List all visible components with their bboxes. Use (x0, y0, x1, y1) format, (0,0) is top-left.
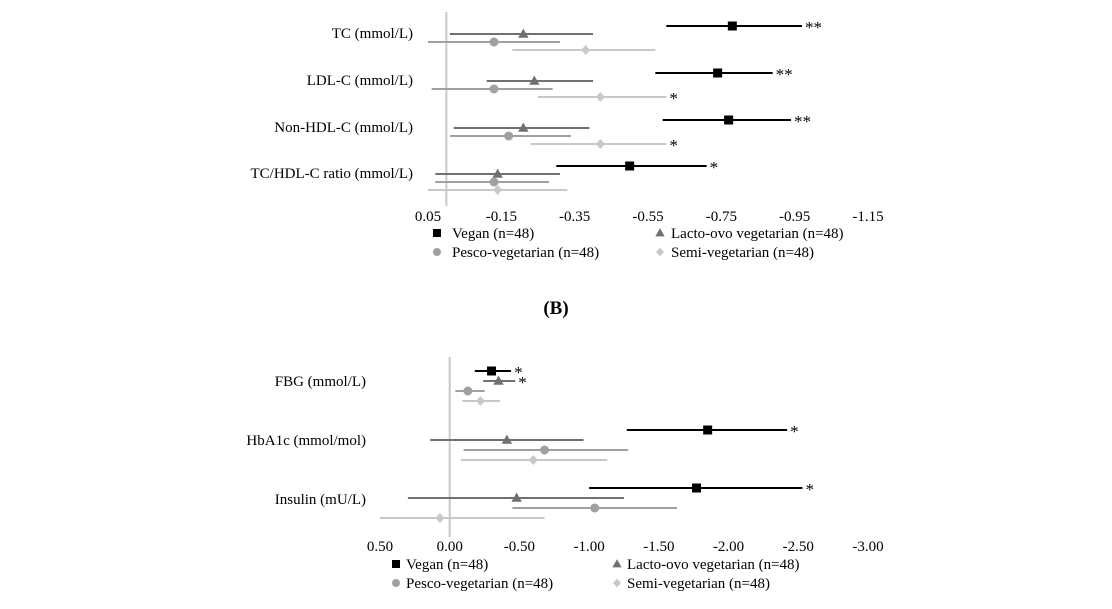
chart1-point-marker (595, 139, 605, 149)
chart2-significance-label: * (805, 480, 814, 499)
chart2-significance-label: * (518, 373, 527, 392)
chart1-tick-label: 0.05 (415, 209, 441, 225)
chart1-legend-marker (433, 248, 441, 256)
chart1-tick-label: -1.15 (852, 209, 883, 225)
chart1-category-label: Non-HDL-C (mmol/L) (274, 120, 413, 136)
chart2-category-label: FBG (mmol/L) (275, 374, 366, 390)
chart2-point-marker (435, 513, 445, 523)
chart1-point-marker (489, 84, 499, 94)
chart2-point-marker (487, 366, 497, 376)
chart1-legend-label: Lacto-ovo vegetarian (n=48) (671, 226, 844, 242)
chart2-tick-label: -2.00 (713, 539, 744, 555)
chart1-significance-label: ** (805, 18, 822, 37)
chart2-point-marker (703, 425, 713, 435)
chart1-point-marker (489, 37, 499, 47)
chart1-legend-label: Pesco-vegetarian (n=48) (452, 245, 599, 261)
chart2-legend-marker (612, 559, 622, 568)
chart2-legend-label: Vegan (n=48) (406, 557, 488, 573)
chart1-significance-label: ** (776, 65, 793, 84)
chart1-legend-marker (655, 228, 665, 237)
chart2-legend-label: Pesco-vegetarian (n=48) (406, 576, 553, 592)
chart2-point-marker (540, 445, 550, 455)
chart1-point-marker (518, 28, 529, 38)
chart1-category-label: LDL-C (mmol/L) (307, 73, 413, 89)
chart1-point-marker (595, 92, 605, 102)
chart1-point-marker (493, 185, 503, 195)
chart2-point-marker (501, 434, 513, 444)
chart1-point-marker (489, 177, 499, 187)
chart1-legend-label: Semi-vegetarian (n=48) (671, 245, 814, 261)
chart2-point-marker (528, 455, 538, 465)
chart2-legend-marker (392, 560, 400, 568)
chart2-category-label: Insulin (mU/L) (275, 492, 366, 508)
chart1-point-marker (625, 161, 635, 171)
chart1-point-marker (504, 131, 514, 141)
chart1-significance-label: * (669, 89, 678, 108)
chart1-tick-label: -0.55 (632, 209, 663, 225)
chart1-tick-label: -0.75 (706, 209, 737, 225)
chart1-tick-label: -0.95 (779, 209, 810, 225)
chart1-point-marker (724, 115, 734, 125)
chart1-point-marker (529, 75, 540, 85)
chart2-legend-label: Semi-vegetarian (n=48) (627, 576, 770, 592)
chart2-tick-label: 0.50 (367, 539, 393, 555)
chart2-tick-label: -1.00 (574, 539, 605, 555)
chart2-point-marker (475, 396, 485, 406)
chart1-category-label: TC (mmol/L) (332, 26, 413, 42)
chart2-significance-label: * (514, 363, 523, 382)
chart1-point-marker (713, 68, 723, 78)
chart1-significance-label: * (710, 158, 719, 177)
chart2-point-marker (692, 483, 702, 493)
chart1-significance-label: ** (794, 112, 811, 131)
chart1-point-marker (518, 122, 529, 132)
chart1-tick-label: -0.35 (559, 209, 590, 225)
chart2-tick-label: -3.00 (852, 539, 883, 555)
chart2-category-label: HbA1c (mmol/mol) (246, 433, 366, 449)
chart2-legend-marker (613, 578, 621, 588)
chart1-point-marker (492, 168, 503, 178)
chart2-tick-label: 0.00 (437, 539, 463, 555)
chart2-tick-label: -2.50 (783, 539, 814, 555)
chart1-legend-marker (656, 247, 664, 257)
chart1-legend-label: Vegan (n=48) (452, 226, 534, 242)
panel-b-label: (B) (543, 298, 569, 319)
chart1-category-label: TC/HDL-C ratio (mmol/L) (251, 166, 413, 182)
chart1-significance-label: * (669, 136, 678, 155)
chart2-significance-label: * (790, 422, 799, 441)
chart1-legend-marker (433, 229, 441, 237)
chart2-legend-label: Lacto-ovo vegetarian (n=48) (627, 557, 800, 573)
chart2-point-marker (590, 503, 600, 513)
chart2-point-marker (463, 386, 473, 396)
chart1-tick-label: -0.15 (486, 209, 517, 225)
chart2-tick-label: -0.50 (504, 539, 535, 555)
chart2-legend-marker (392, 579, 400, 587)
chart2-point-marker (493, 375, 504, 385)
chart2-tick-label: -1.50 (643, 539, 674, 555)
chart2-point-marker (511, 492, 522, 502)
chart1-point-marker (727, 21, 737, 31)
chart1-point-marker (581, 45, 591, 55)
